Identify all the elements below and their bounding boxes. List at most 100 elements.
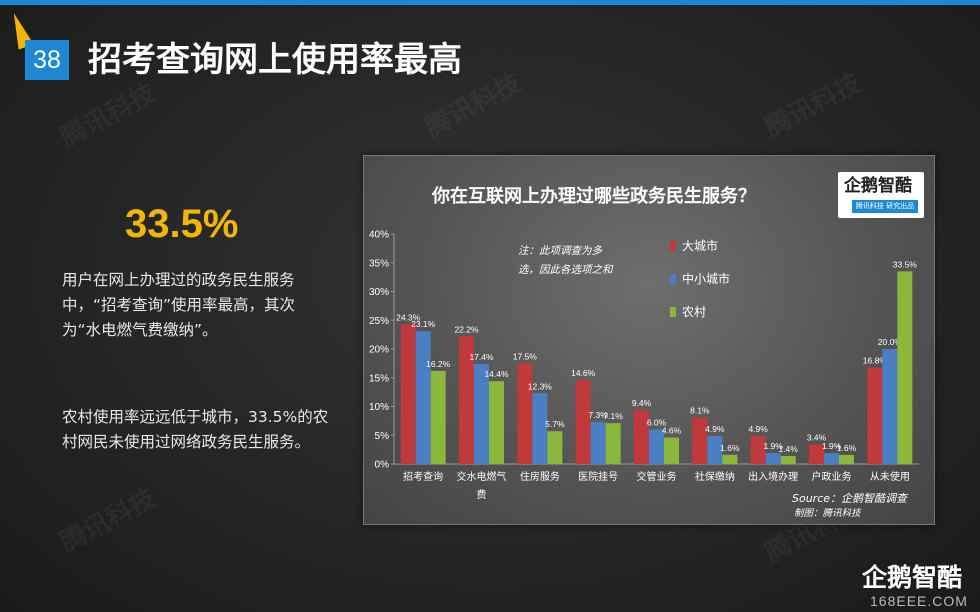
bar <box>780 455 796 464</box>
data-label: 1.6% <box>837 443 857 453</box>
slide-title: 招考查询网上使用率最高 <box>88 40 462 80</box>
data-label: 5.7% <box>545 419 565 429</box>
data-label: 7.1% <box>603 411 623 421</box>
watermark-text: 腾讯科技 <box>55 78 162 154</box>
y-tick-label: 5% <box>375 431 390 442</box>
bar <box>605 423 621 464</box>
y-tick-label: 10% <box>369 402 389 413</box>
bar <box>692 417 708 464</box>
data-label: 1.6% <box>720 443 740 453</box>
data-label: 14.4% <box>484 369 509 379</box>
x-tick-label: 费 <box>477 488 487 501</box>
data-label: 17.4% <box>469 352 494 362</box>
bar <box>750 435 766 464</box>
watermark-text: 腾讯科技 <box>55 483 162 559</box>
data-label: 4.6% <box>662 426 682 436</box>
headline-stat: 33.5% <box>125 202 239 246</box>
bar <box>897 271 913 464</box>
x-tick-label: 交管业务 <box>637 470 677 483</box>
watermark: 腾讯科技 <box>757 63 866 145</box>
brand-logo: 企鹅智酷 腾讯科技 研究出品 <box>838 172 924 218</box>
y-tick-label: 20% <box>369 345 389 356</box>
bar <box>664 437 679 464</box>
summary-paragraph-2: 农村使用率远远低于城市，33.5%的农村网民未使用过网络政务民生服务。 <box>62 408 329 451</box>
watermark: 腾讯科技 <box>52 73 161 155</box>
bar <box>474 363 489 464</box>
legend-label: 农村 <box>682 305 707 319</box>
bar <box>547 431 563 464</box>
data-label: 20.0% <box>878 337 903 347</box>
x-tick-label: 招考查询 <box>403 470 443 483</box>
top-accent-bar <box>0 0 980 5</box>
chart-source: Source：企鹅智酷调查 <box>792 492 908 505</box>
data-label: 23.1% <box>411 319 436 329</box>
legend-swatch <box>670 307 676 317</box>
brand-mark: 企鹅智酷 <box>862 563 963 592</box>
x-tick-label: 交水电燃气 <box>457 470 507 483</box>
bar <box>765 453 781 464</box>
data-label: 3.4% <box>807 432 827 442</box>
data-label: 16.2% <box>426 359 451 369</box>
page-number: 38 <box>25 40 69 80</box>
chart-note: 注：此项调查为多选，因此各选项之和 <box>518 245 613 276</box>
x-tick-label: 从未使用 <box>870 470 910 483</box>
watermark: 腾讯科技 <box>52 478 161 560</box>
data-label: 12.3% <box>528 381 553 391</box>
data-label: 9.4% <box>632 398 652 408</box>
legend-label: 大城市 <box>682 239 719 253</box>
logo-subtitle: 腾讯科技 研究出品 <box>852 200 918 213</box>
data-label: 7.3% <box>588 410 608 420</box>
legend-swatch <box>670 241 676 251</box>
data-label: 4.9% <box>748 424 768 434</box>
y-tick-label: 0% <box>375 460 390 471</box>
y-tick-label: 35% <box>369 258 389 269</box>
y-tick-label: 40% <box>369 230 389 241</box>
legend-label: 中小城市 <box>682 272 731 286</box>
x-tick-label: 户政业务 <box>812 470 852 483</box>
bar <box>575 380 591 464</box>
chart-panel: 你在互联网上办理过哪些政务民生服务？ 企鹅智酷 腾讯科技 研究出品 0% 5% 10… <box>363 155 935 525</box>
x-tick-label: 医院挂号 <box>578 470 618 483</box>
data-label: 24.3% <box>396 312 421 322</box>
bar <box>517 363 533 464</box>
bar <box>824 453 839 464</box>
data-label: 16.8% <box>863 355 888 365</box>
y-tick-label: 30% <box>369 287 389 298</box>
bar <box>867 367 883 464</box>
data-label: 1.9% <box>822 441 842 451</box>
logo-text: 企鹅智酷 <box>844 176 912 196</box>
bar <box>430 370 446 464</box>
bar <box>809 444 824 464</box>
bar <box>649 429 664 464</box>
bar <box>489 381 504 464</box>
bar <box>590 422 606 464</box>
data-label: 1.4% <box>778 444 798 454</box>
bar <box>707 435 723 464</box>
y-tick-label: 15% <box>369 373 389 384</box>
watermark-text: 腾讯科技 <box>760 68 867 144</box>
data-label: 17.5% <box>513 351 538 361</box>
summary-paragraph-1: 用户在网上办理过的政务民生服务中，“招考查询”使用率最高，其次为“水电燃气费缴纳… <box>62 271 296 339</box>
bar <box>722 454 738 464</box>
bar-chart: 0% 5% 10% 15% 20% 25% 30% 35% 40% 24.3%23.1% 16.2%… <box>369 230 919 501</box>
bar <box>634 409 649 464</box>
x-tick-label: 社保缴纳 <box>695 470 735 483</box>
chart-maker: 制图：腾讯科技 <box>794 508 861 519</box>
bar <box>882 349 898 464</box>
data-label: 4.9% <box>705 424 725 434</box>
site-watermark: 168EEE.COM <box>870 593 968 609</box>
x-tick-label: 住房服务 <box>520 470 560 483</box>
x-tick-label: 出入境办理 <box>748 470 798 483</box>
data-label: 14.6% <box>571 368 596 378</box>
data-label: 8.1% <box>690 405 710 415</box>
bar <box>532 393 548 464</box>
data-label: 22.2% <box>454 324 479 334</box>
chart-title: 你在互联网上办理过哪些政务民生服务？ <box>432 186 756 207</box>
legend-swatch <box>670 274 676 284</box>
data-label: 33.5% <box>893 259 918 269</box>
y-tick-label: 25% <box>369 316 389 327</box>
bar <box>415 331 431 464</box>
bar <box>839 454 854 464</box>
data-label: 1.9% <box>763 441 783 451</box>
bar <box>459 336 474 464</box>
